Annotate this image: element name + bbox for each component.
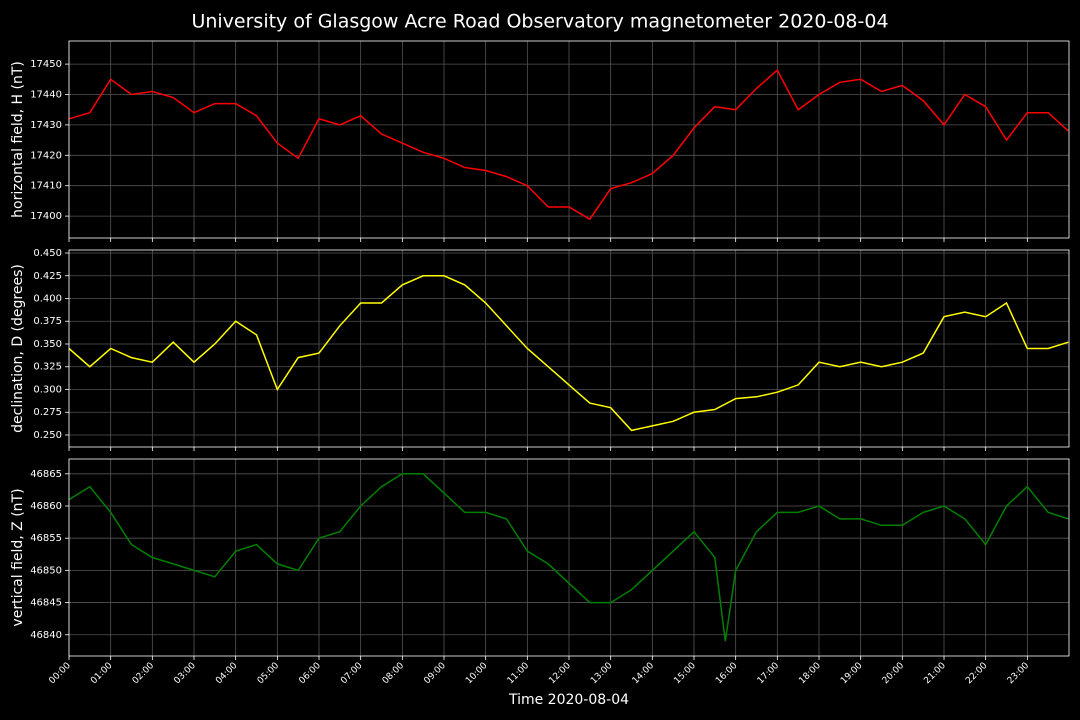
- y-tick-label: 17450: [30, 59, 62, 70]
- x-axis-label: Time 2020-08-04: [508, 692, 629, 708]
- y-tick-label: 46845: [30, 598, 62, 609]
- plot-frame: [68, 249, 1070, 448]
- y-tick-label: 46860: [30, 501, 62, 512]
- y-tick-label: 17410: [30, 181, 62, 192]
- y-axis-label: vertical field, Z (nT): [10, 488, 26, 626]
- y-tick-label: 17400: [30, 211, 62, 222]
- y-axis-label: declination, D (degrees): [10, 264, 26, 433]
- y-tick-label: 0.400: [33, 293, 62, 304]
- y-tick-label: 0.425: [33, 271, 62, 282]
- y-tick-label: 0.375: [33, 316, 62, 327]
- y-tick-label: 0.250: [33, 430, 62, 441]
- y-tick-label: 17430: [30, 120, 62, 131]
- y-tick-label: 0.450: [33, 248, 62, 259]
- data-line: [68, 69, 1069, 221]
- plot-frame: [68, 458, 1070, 657]
- y-axis-label: horizontal field, H (nT): [10, 61, 26, 218]
- y-tick-label: 0.350: [33, 339, 62, 350]
- data-line: [68, 473, 1069, 642]
- y-tick-label: 17440: [30, 90, 62, 101]
- y-tick-label: 46850: [30, 565, 62, 576]
- plot-frame: [68, 40, 1070, 239]
- y-tick-label: 0.275: [33, 407, 62, 418]
- y-tick-label: 0.325: [33, 362, 62, 373]
- data-line: [68, 275, 1069, 432]
- figure-title: University of Glasgow Acre Road Observat…: [191, 11, 888, 33]
- y-tick-label: 46840: [30, 630, 62, 641]
- y-tick-label: 17420: [30, 150, 62, 161]
- y-tick-label: 46865: [30, 469, 62, 480]
- y-tick-label: 46855: [30, 533, 62, 544]
- y-tick-label: 0.300: [33, 384, 62, 395]
